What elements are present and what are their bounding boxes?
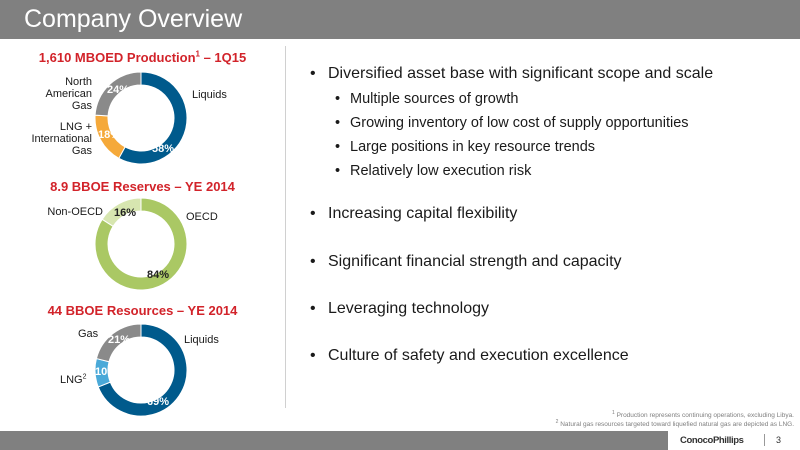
reserves-oecd-percent: 84% xyxy=(147,269,170,281)
production-donut-chart xyxy=(94,71,188,165)
resources-gas-percent: 21% xyxy=(108,334,131,346)
production-na-gas-percent: 24% xyxy=(107,84,130,96)
bullet-financial-strength: Significant financial strength and capac… xyxy=(308,252,788,272)
production-liquids-percent: 58% xyxy=(152,143,175,155)
resources-donut-chart xyxy=(94,323,188,417)
donut-slice-liquids xyxy=(97,323,188,417)
sub-bullet-low-cost-inventory: Growing inventory of low cost of supply … xyxy=(308,114,788,132)
reserves-non-oecd-percent: 16% xyxy=(114,207,137,219)
company-logo: ConocoPhillips xyxy=(680,435,744,446)
bullet-diversified-asset-base: Diversified asset base with significant … xyxy=(308,64,788,84)
title-bar xyxy=(0,0,800,39)
resources-liquids-percent: 69% xyxy=(147,396,170,408)
production-lng-intl-label: LNG + International Gas xyxy=(31,121,92,157)
donut-slice-gas xyxy=(95,323,142,363)
resources-liquids-label: Liquids xyxy=(184,334,219,346)
sub-bullet-growth-sources: Multiple sources of growth xyxy=(308,90,788,108)
donut-slice-oecd xyxy=(94,197,188,291)
footnote-1: 1 Production represents continuing opera… xyxy=(611,409,794,419)
resources-lng-percent: 10% xyxy=(95,366,118,378)
reserves-donut-chart xyxy=(94,197,188,291)
footnotes: 1 Production represents continuing opera… xyxy=(555,409,794,429)
footer-logo-area xyxy=(668,431,800,450)
footnote-2: 2 Natural gas resources targeted toward … xyxy=(555,418,794,428)
donut-slice-north-american-gas xyxy=(94,71,142,117)
footer-bar xyxy=(0,431,800,450)
resources-gas-label: Gas xyxy=(78,328,99,340)
column-divider xyxy=(285,46,286,408)
bullet-safety-culture: Culture of safety and execution excellen… xyxy=(308,346,788,366)
bullet-list: Diversified asset base with significant … xyxy=(308,64,788,366)
sub-bullet-resource-trends: Large positions in key resource trends xyxy=(308,138,788,156)
page-number: 3 xyxy=(776,435,782,445)
production-lng-percent: 18% xyxy=(98,129,121,141)
production-liquids-label: Liquids xyxy=(192,89,227,101)
footer-separator xyxy=(764,434,765,446)
reserves-chart-title: 8.9 BBOE Reserves – YE 2014 xyxy=(50,179,235,194)
resources-lng-label: LNG2 xyxy=(60,373,87,386)
slide-title: Company Overview xyxy=(24,5,243,33)
production-na-gas-label: North American Gas xyxy=(45,76,92,112)
sub-bullet-execution-risk: Relatively low execution risk xyxy=(308,162,788,180)
reserves-non-oecd-label: Non-OECD xyxy=(47,206,103,218)
donut-slice-non-oecd xyxy=(101,197,142,228)
reserves-oecd-label: OECD xyxy=(186,211,218,223)
bullet-leveraging-technology: Leveraging technology xyxy=(308,299,788,319)
resources-chart-title: 44 BBOE Resources – YE 2014 xyxy=(47,303,238,318)
production-chart-title: 1,610 MBOED Production1 – 1Q15 xyxy=(38,49,247,65)
bullet-capital-flexibility: Increasing capital flexibility xyxy=(308,204,788,224)
